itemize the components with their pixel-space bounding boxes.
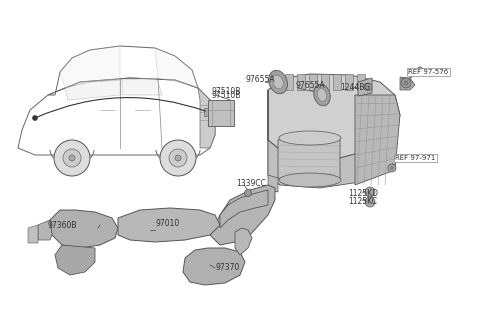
Circle shape [33,115,37,120]
Polygon shape [65,80,120,100]
Polygon shape [285,74,293,90]
Polygon shape [355,95,400,185]
Text: 97655A: 97655A [295,81,324,91]
Polygon shape [357,74,365,90]
Circle shape [63,149,81,167]
Polygon shape [210,185,275,245]
Circle shape [404,81,408,85]
Circle shape [244,190,252,196]
Polygon shape [309,74,317,90]
Text: 1125KD: 1125KD [348,189,378,197]
Polygon shape [122,78,162,95]
Polygon shape [297,74,305,90]
Text: 97655A: 97655A [245,74,275,84]
Polygon shape [183,248,245,285]
Polygon shape [204,108,208,116]
Circle shape [391,167,394,170]
Text: 1244BG: 1244BG [340,84,370,92]
Circle shape [365,197,375,207]
Polygon shape [268,135,395,188]
Polygon shape [50,210,118,248]
Polygon shape [321,74,329,90]
Circle shape [175,155,181,161]
Ellipse shape [273,75,283,89]
Polygon shape [60,46,120,88]
Ellipse shape [269,70,288,94]
Polygon shape [268,90,280,185]
Polygon shape [155,48,198,88]
Text: REF 97-576: REF 97-576 [408,69,448,75]
Polygon shape [278,135,340,185]
Ellipse shape [279,131,341,145]
Circle shape [365,187,375,197]
Polygon shape [235,228,252,255]
Circle shape [160,140,196,176]
Text: REF 97-971: REF 97-971 [395,155,435,161]
Polygon shape [220,190,268,228]
Polygon shape [208,100,234,126]
Polygon shape [118,208,220,242]
Circle shape [169,149,187,167]
Text: 97010: 97010 [155,219,179,229]
Polygon shape [400,78,415,90]
Ellipse shape [314,84,330,106]
Circle shape [69,155,75,161]
Text: 97360B: 97360B [48,221,77,231]
Text: 97510B: 97510B [212,87,241,95]
Polygon shape [55,245,95,275]
Polygon shape [198,88,215,148]
Text: 1339CC: 1339CC [236,178,266,188]
Circle shape [54,140,90,176]
Circle shape [401,78,411,88]
Circle shape [417,67,423,73]
Polygon shape [333,74,341,90]
Polygon shape [358,78,372,96]
Polygon shape [38,220,52,240]
Text: 97510B: 97510B [212,91,241,99]
Polygon shape [28,225,38,243]
Circle shape [388,164,396,172]
Text: 97370: 97370 [215,262,240,272]
Polygon shape [268,175,278,192]
Ellipse shape [317,89,327,101]
Ellipse shape [279,173,341,187]
Polygon shape [268,74,400,158]
Circle shape [364,83,372,91]
Polygon shape [345,74,353,90]
Text: 1125KC: 1125KC [348,197,377,207]
